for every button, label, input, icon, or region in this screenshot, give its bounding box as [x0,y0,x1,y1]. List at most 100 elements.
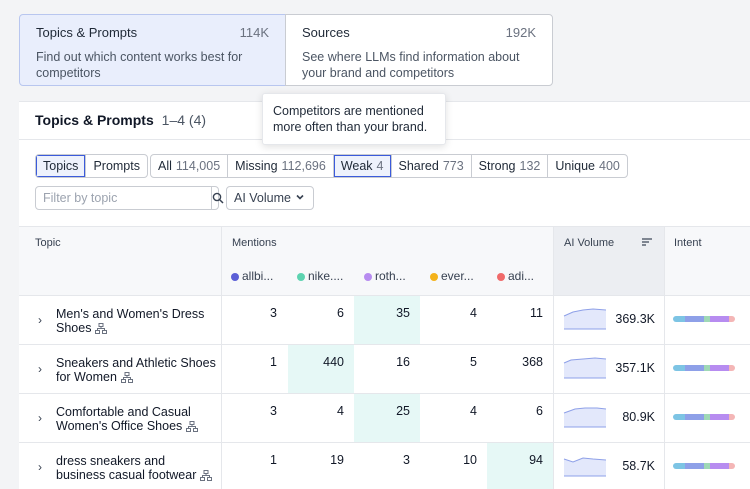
intent-bar [673,414,735,420]
legend-label: allbi... [242,269,274,283]
chevron-down-icon [296,194,304,200]
panel-range: 1–4 (4) [161,112,207,128]
mention-count: 19 [330,453,344,467]
filter-count: 112,696 [281,159,326,173]
chevron-right-icon[interactable]: › [38,362,42,376]
mention-count: 368 [522,355,543,369]
topic-text: Men's and Women's Dress Shoes [56,307,205,335]
mention-count: 3 [270,306,277,320]
mention-count: 4 [470,404,477,418]
brand-legend-0[interactable]: allbi... [231,269,273,283]
divider [19,344,750,345]
column-header-topic[interactable]: Topic [35,237,61,249]
card-description: See where LLMs find information about yo… [302,50,520,80]
filter-count: 114,005 [175,159,221,173]
card-title: Sources [302,25,350,40]
tab-label: Topics [43,159,79,173]
chevron-right-icon[interactable]: › [38,460,42,474]
mention-count: 11 [530,306,543,320]
legend-label: ever... [441,269,474,283]
ai-volume-value: 58.7K [622,459,655,473]
chevron-right-icon[interactable]: › [38,411,42,425]
legend-dot [364,272,372,281]
topic-text: Comfortable and Casual Women's Office Sh… [56,405,191,433]
filter-shared[interactable]: Shared 773 [390,155,471,177]
tab-prompts[interactable]: Prompts [85,155,147,177]
divider [19,295,750,296]
panel-title: Topics & Prompts 1–4 (4) [35,112,206,128]
leading-mention-highlight [354,295,420,344]
filter-strong[interactable]: Strong 132 [470,155,548,177]
card-title: Topics & Prompts [36,25,138,40]
legend-dot [497,272,505,281]
mention-count: 3 [403,453,410,467]
leading-mention-highlight [288,344,354,393]
ai-volume-value: 80.9K [622,410,655,424]
divider [19,442,750,443]
filter-label: Unique [555,159,595,173]
mention-count: 4 [470,306,477,320]
mention-count: 6 [337,306,344,320]
hierarchy-icon [200,470,213,481]
search-button[interactable] [211,187,224,209]
chevron-right-icon[interactable]: › [38,313,42,327]
topics-table: Topic Mentions AI Volume Intent allbi...… [19,226,750,489]
volume-sparkline [563,407,607,428]
dropdown-label: AI Volume [234,191,291,205]
divider [221,227,222,489]
legend-dot [231,272,239,281]
tab-topics[interactable]: Topics [36,155,86,177]
topic-name[interactable]: Men's and Women's Dress Shoes [56,307,216,335]
legend-dot [430,272,438,281]
mention-count: 1 [270,355,277,369]
sort-icon[interactable] [641,237,653,247]
column-header-ai-volume[interactable]: AI Volume [564,237,615,249]
filter-label: Missing [235,159,278,173]
panel-title-text: Topics & Prompts [35,112,154,128]
tab-label: Prompts [93,159,140,173]
topic-name[interactable]: Comfortable and Casual Women's Office Sh… [56,405,216,433]
volume-sparkline [563,457,607,477]
filter-all[interactable]: All 114,005 [151,155,227,177]
leading-mention-highlight [487,442,553,489]
card-count: 192K [505,25,536,40]
filter-count: 132 [519,159,541,173]
mention-count: 440 [323,355,344,369]
divider [19,393,750,394]
topic-name[interactable]: Sneakers and Athletic Shoes for Women [56,356,216,384]
legend-label: nike.... [308,269,344,283]
card-sources[interactable]: Sources 192K See where LLMs find informa… [285,14,553,86]
card-topics-prompts[interactable]: Topics & Prompts 114K Find out which con… [19,14,286,86]
brand-legend-2[interactable]: roth... [364,269,406,283]
topic-text: dress sneakers and business casual footw… [56,454,197,482]
status-filter: All 114,005 Missing 112,696 Weak 4 Shared 77… [150,154,628,178]
mention-count: 6 [536,404,543,418]
filter-label: All [158,159,172,173]
brand-legend-3[interactable]: ever... [430,269,474,283]
filter-weak[interactable]: Weak 4 [332,155,391,177]
legend-label: roth... [375,269,406,283]
filter-unique[interactable]: Unique 400 [547,155,626,177]
brand-legend-1[interactable]: nike.... [297,269,343,283]
mention-count: 35 [396,306,410,320]
topic-text: Sneakers and Athletic Shoes for Women [56,356,216,384]
card-count: 114K [239,25,269,40]
mention-count: 4 [337,404,344,418]
column-header-mentions[interactable]: Mentions [232,237,277,249]
hierarchy-icon [95,323,108,334]
volume-dropdown[interactable]: AI Volume [226,186,314,210]
intent-bar [673,365,735,371]
filter-label: Shared [398,159,439,173]
topic-name[interactable]: dress sneakers and business casual footw… [56,454,216,482]
mention-count: 1 [270,453,277,467]
filter-missing[interactable]: Missing 112,696 [227,155,333,177]
view-toggle: Topics Prompts [35,154,148,178]
topic-search [35,186,224,210]
search-input[interactable] [36,187,211,209]
filter-label: Weak [340,159,373,173]
mention-count: 10 [463,453,477,467]
divider [553,227,554,489]
mention-count: 16 [396,355,410,369]
brand-legend-4[interactable]: adi... [497,269,534,283]
column-header-intent[interactable]: Intent [674,237,702,249]
